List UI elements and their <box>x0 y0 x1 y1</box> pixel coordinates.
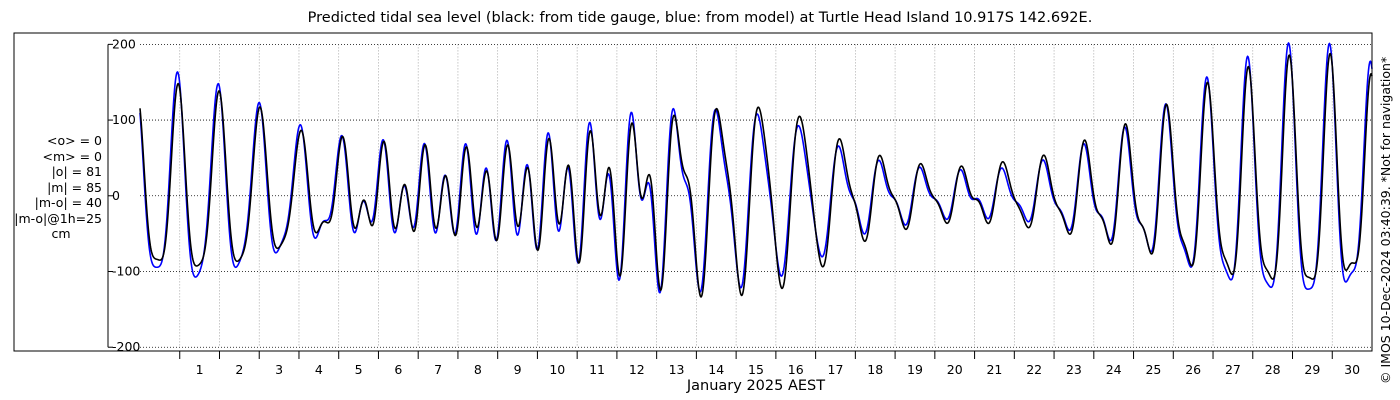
y-tick-label: -100 <box>112 264 140 279</box>
y-tick-label: -200 <box>112 339 140 354</box>
x-tick-label: 19 <box>907 362 923 377</box>
stat-abs-difference-1h: |m-o|@1h=25 <box>14 210 102 226</box>
x-tick-label: 30 <box>1344 362 1360 377</box>
x-tick-label: 11 <box>589 362 605 377</box>
x-tick-label: 20 <box>947 362 963 377</box>
grid-lines <box>140 43 1372 348</box>
series-layer <box>139 41 1373 298</box>
x-tick-label: 27 <box>1225 362 1241 377</box>
y-tick-label: 0 <box>112 188 120 203</box>
x-tick-label: 10 <box>549 362 565 377</box>
x-tick-label: 15 <box>748 362 764 377</box>
x-tick-label: 13 <box>669 362 685 377</box>
x-tick-label: 2 <box>235 362 243 377</box>
x-tick-label: 25 <box>1145 362 1161 377</box>
stat-unit: cm <box>51 226 71 241</box>
x-tick-label: 9 <box>514 362 522 377</box>
x-tick-label: 29 <box>1304 362 1320 377</box>
x-tick-label: 17 <box>828 362 844 377</box>
x-tick-label: 16 <box>788 362 804 377</box>
plot-frame <box>13 32 1373 352</box>
stat-mean-model: <m> = 0 <box>42 148 103 164</box>
statistics-panel: <o> = 0 <m> = 0 |o| = 81 |m| = 85 |m-o| … <box>0 133 102 242</box>
stat-abs-difference: |m-o| = 40 <box>34 195 102 210</box>
x-tick-label: 5 <box>355 362 363 377</box>
x-axis: 1 2 3 4 5 6 7 8 9 10 11 12 13 14 15 16 17 18 19 20 21 22 23 24 2… <box>140 350 1372 377</box>
x-tick-label: 7 <box>434 362 442 377</box>
y-tick-label: 100 <box>112 112 136 127</box>
x-tick-label: 22 <box>1026 362 1042 377</box>
x-axis-label: January 2025 AEST <box>686 378 826 394</box>
stat-abs-observed: |o| = 81 <box>51 164 102 179</box>
series-line-tide-gauge <box>139 52 1373 298</box>
y-axis: 200 100 0 -100 -200 <box>107 36 140 354</box>
x-tick-label: 4 <box>315 362 323 377</box>
x-tick-label: 6 <box>394 362 402 377</box>
x-tick-label: 24 <box>1106 362 1122 377</box>
x-tick-label: 21 <box>986 362 1002 377</box>
x-tick-label: 12 <box>629 362 645 377</box>
y-tick-label: 200 <box>112 36 136 51</box>
x-tick-label: 26 <box>1185 362 1201 377</box>
x-tick-label: 3 <box>275 362 283 377</box>
x-tick-label: 18 <box>867 362 883 377</box>
x-tick-label: 23 <box>1066 362 1082 377</box>
stat-mean-observed: <o> = 0 <box>47 133 102 148</box>
stat-abs-model: |m| = 85 <box>47 179 102 195</box>
x-tick-label: 1 <box>196 362 204 377</box>
chart-title: Predicted tidal sea level (black: from t… <box>307 10 1093 26</box>
credit-text: © IMOS 10-Dec-2024 03:40:39. *Not for na… <box>1378 56 1393 384</box>
x-tick-label: 8 <box>474 362 482 377</box>
x-tick-label: 14 <box>708 362 724 377</box>
x-tick-label: 28 <box>1265 362 1281 377</box>
